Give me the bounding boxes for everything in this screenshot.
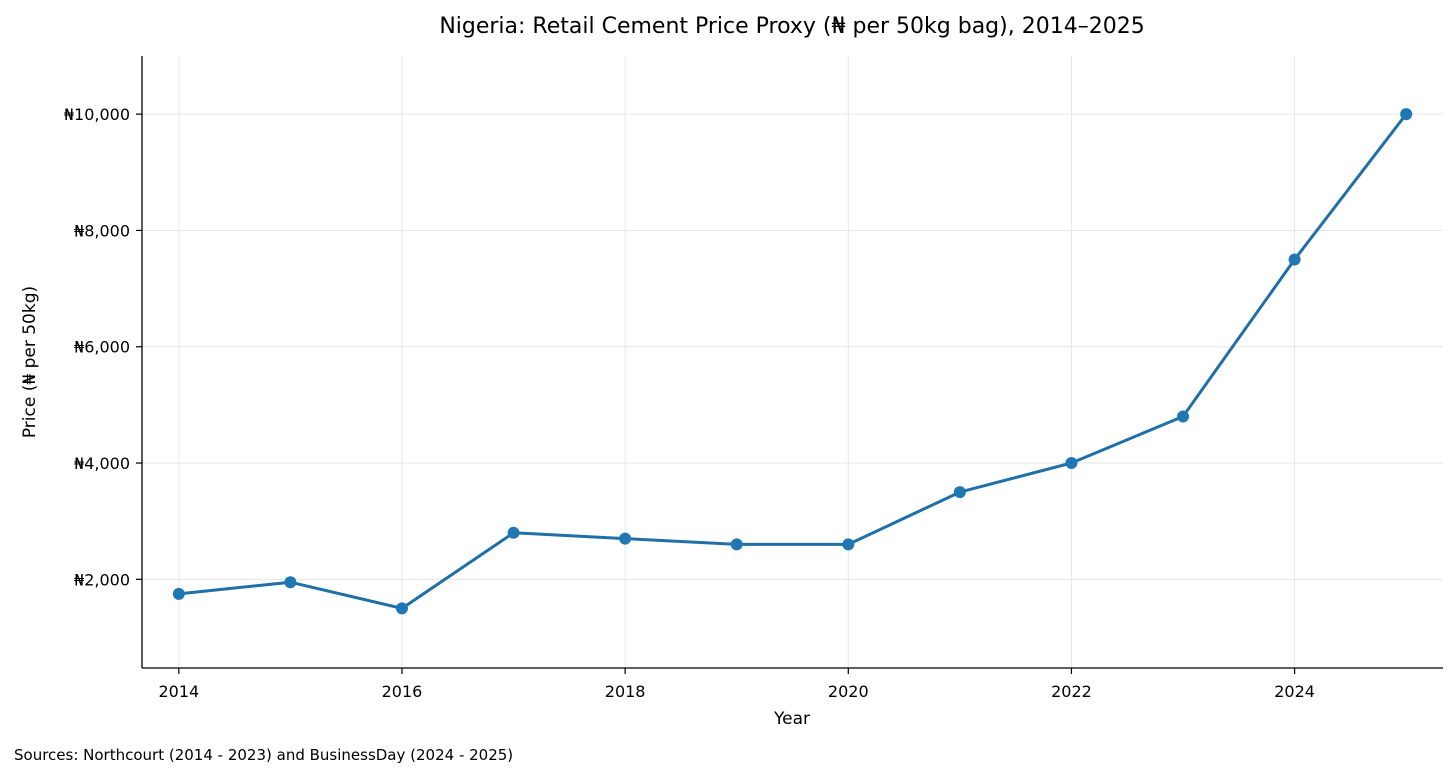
y-tick-label: ₦8,000 bbox=[74, 221, 130, 240]
data-point-2017 bbox=[507, 526, 520, 539]
y-tick-label: ₦6,000 bbox=[74, 338, 130, 357]
gridlines bbox=[142, 56, 1443, 668]
data-point-2024 bbox=[1288, 253, 1301, 266]
y-tick-label: ₦2,000 bbox=[74, 570, 130, 589]
data-point-2022 bbox=[1065, 457, 1078, 470]
data-point-2014 bbox=[172, 587, 185, 600]
x-ticks: 2014 2016 2018 2020 2022 2024 bbox=[158, 668, 1315, 701]
data-point-2016 bbox=[395, 602, 408, 615]
x-axis-label: Year bbox=[773, 709, 810, 729]
x-tick-label: 2018 bbox=[605, 682, 646, 701]
axes bbox=[141, 56, 1443, 669]
data-point-2025 bbox=[1400, 108, 1413, 121]
data-point-2021 bbox=[953, 486, 966, 499]
data-point-2023 bbox=[1177, 410, 1190, 423]
x-tick-label: 2022 bbox=[1051, 682, 1092, 701]
series-line bbox=[177, 112, 1408, 610]
source-note: Sources: Northcourt (2014 - 2023) and Bu… bbox=[14, 746, 514, 764]
y-tick-label: ₦4,000 bbox=[74, 454, 130, 473]
data-point-2018 bbox=[619, 532, 632, 545]
y-axis-label: Price (₦ per 50kg) bbox=[20, 286, 40, 438]
x-tick-label: 2014 bbox=[158, 682, 199, 701]
chart-title: Nigeria: Retail Cement Price Proxy (₦ pe… bbox=[439, 14, 1144, 39]
data-point-2020 bbox=[842, 538, 855, 551]
series-group bbox=[172, 108, 1413, 615]
y-tick-label: ₦10,000 bbox=[64, 105, 130, 124]
x-tick-label: 2020 bbox=[828, 682, 869, 701]
x-tick-label: 2016 bbox=[382, 682, 423, 701]
y-ticks: ₦2,000 ₦4,000 ₦6,000 ₦8,000 ₦10,000 bbox=[64, 105, 142, 589]
data-point-2015 bbox=[284, 576, 297, 589]
data-point-2019 bbox=[730, 538, 743, 551]
x-tick-label: 2024 bbox=[1274, 682, 1315, 701]
